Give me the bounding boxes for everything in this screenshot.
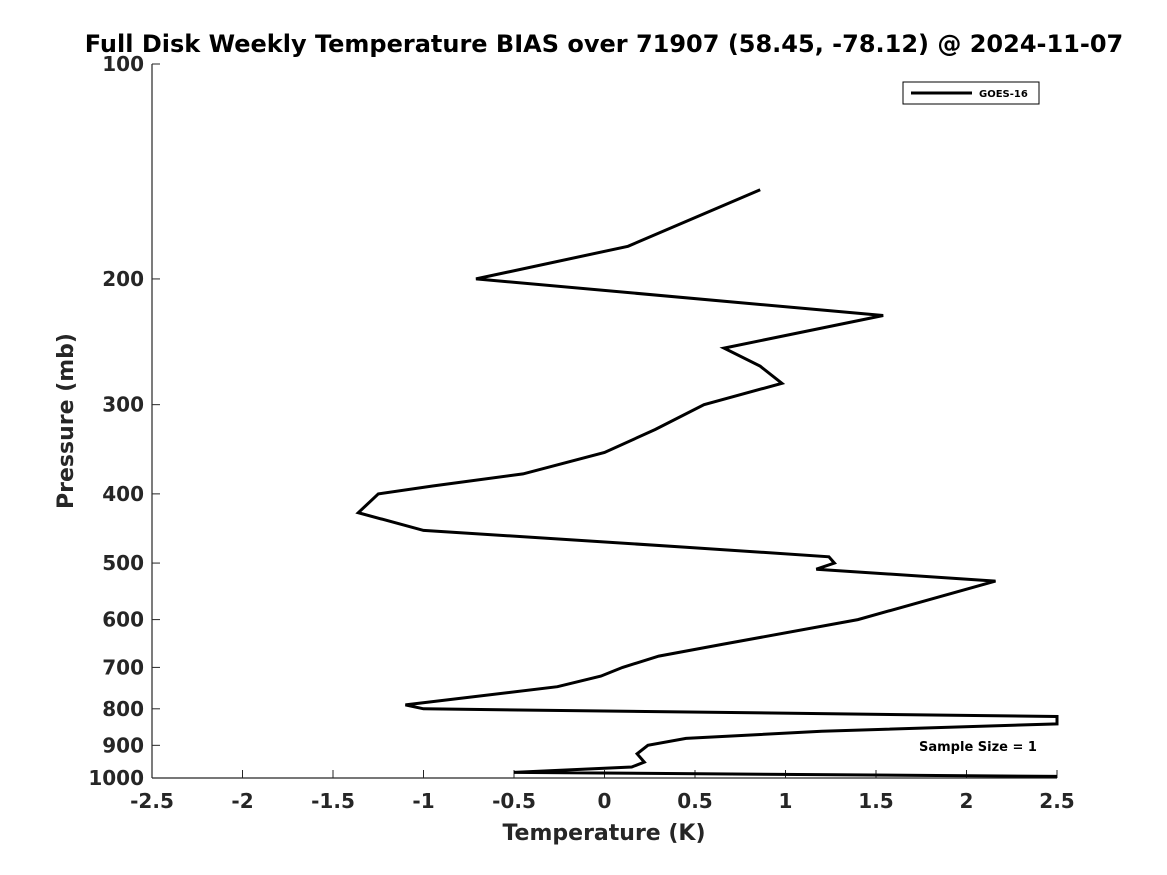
x-tick-label: 0 — [598, 789, 612, 813]
legend: GOES-16 — [902, 81, 1040, 105]
x-tick-label: 2.5 — [1039, 789, 1074, 813]
y-tick-label: 100 — [102, 52, 144, 76]
x-tick-label: -1.5 — [311, 789, 355, 813]
chart-title: Full Disk Weekly Temperature BIAS over 7… — [85, 30, 1124, 58]
x-tick-label: -2.5 — [130, 789, 174, 813]
y-tick-label: 800 — [102, 697, 144, 721]
x-tick-label: 2 — [960, 789, 974, 813]
y-tick-label: 400 — [102, 482, 144, 506]
y-tick-label: 700 — [102, 655, 144, 679]
legend-label-goes-16: GOES-16 — [979, 89, 1028, 100]
series-layer — [355, 188, 1059, 778]
y-tick-label: 300 — [102, 393, 144, 417]
y-tick-label: 200 — [102, 267, 144, 291]
y-axis-label: Pressure (mb) — [54, 333, 79, 509]
x-tick-label: 1 — [779, 789, 793, 813]
y-tick-label: 900 — [102, 733, 144, 757]
x-tick-label: -2 — [231, 789, 253, 813]
x-tick-label: 1.5 — [858, 789, 893, 813]
y-tick-label: 600 — [102, 608, 144, 632]
x-tick-label: -1 — [412, 789, 434, 813]
y-ticks: 100 200 300 400 500 600 700 800 900 1000 — [88, 52, 160, 790]
x-tick-label: 0.5 — [677, 789, 712, 813]
series-line-goes-16 — [355, 188, 1059, 778]
y-tick-label: 500 — [102, 551, 144, 575]
x-axis-label: Temperature (K) — [502, 821, 705, 846]
x-ticks: -2.5 -2 -1.5 -1 -0.5 0 0.5 1 1.5 2 2.5 — [130, 770, 1075, 813]
y-tick-label: 1000 — [88, 766, 144, 790]
sample-size-annotation: Sample Size = 1 — [919, 740, 1037, 755]
x-tick-label: -0.5 — [492, 789, 536, 813]
